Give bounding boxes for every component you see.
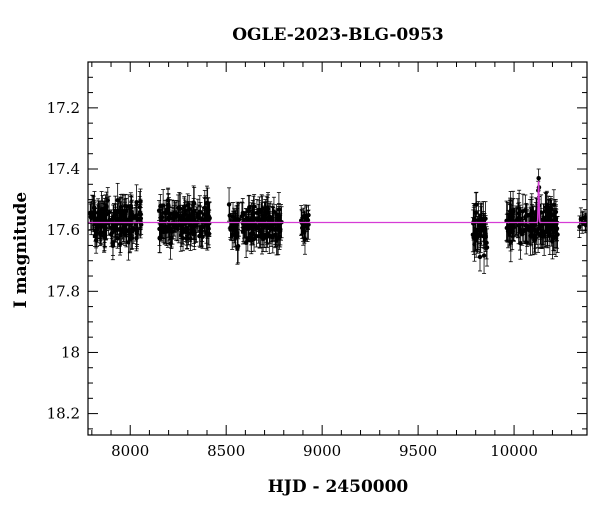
data-point <box>195 204 201 226</box>
data-point <box>273 210 278 248</box>
y-axis-label: I magnitude <box>11 192 31 309</box>
data-point <box>124 204 129 235</box>
data-point <box>524 210 530 247</box>
x-tick-label: 9000 <box>303 442 341 460</box>
model-layer <box>88 181 587 224</box>
data-point <box>194 206 199 243</box>
data-point <box>113 195 118 227</box>
data-point <box>551 218 557 255</box>
data-point <box>101 201 107 229</box>
y-tick-label: 18.2 <box>47 405 80 423</box>
data-point <box>98 200 103 237</box>
data-point <box>158 209 164 239</box>
data-point <box>254 216 259 241</box>
data-point <box>478 206 484 246</box>
y-tick-label: 18 <box>61 343 80 361</box>
data-point <box>110 231 116 261</box>
data-point <box>169 215 174 248</box>
data-point <box>301 214 306 239</box>
x-tick-label: 10000 <box>490 442 538 460</box>
data-point <box>275 212 281 238</box>
data-point <box>577 215 582 239</box>
model-curve-peak <box>536 181 541 224</box>
data-point <box>259 220 265 255</box>
data-point <box>104 197 110 231</box>
data-point <box>88 201 93 224</box>
data-point <box>481 237 487 274</box>
x-tick-label: 8000 <box>111 442 149 460</box>
data-point <box>478 218 483 253</box>
data-point <box>507 199 513 235</box>
y-tick-label: 17.6 <box>47 221 80 239</box>
plot-frame <box>87 61 588 436</box>
y-tick-label: 17.4 <box>47 160 80 178</box>
data-point <box>256 200 262 225</box>
data-point <box>188 226 193 251</box>
data-point <box>475 210 481 250</box>
data-point <box>229 220 235 250</box>
data-point <box>265 194 271 231</box>
data-point <box>175 194 181 222</box>
data-layer <box>88 168 587 274</box>
data-point <box>199 212 205 242</box>
data-point <box>529 212 534 245</box>
data-point <box>206 219 212 249</box>
data-point <box>245 225 250 252</box>
x-tick-label: 9500 <box>399 442 437 460</box>
data-point <box>236 202 242 237</box>
data-point <box>226 187 232 222</box>
x-axis-label: HJD - 2450000 <box>268 477 409 497</box>
data-point <box>92 199 97 226</box>
data-point <box>197 225 202 247</box>
data-point <box>233 215 238 247</box>
y-tick-label: 17.8 <box>47 282 80 300</box>
chart-title: OGLE-2023-BLG-0953 <box>232 25 444 45</box>
model-curve <box>88 183 587 224</box>
data-point <box>163 213 168 244</box>
data-point <box>251 202 256 236</box>
data-point <box>160 189 166 222</box>
data-point <box>484 226 489 260</box>
data-point <box>477 242 483 272</box>
data-point <box>182 196 187 217</box>
y-tick-label: 17.2 <box>47 99 80 117</box>
ticks-layer: 8000 8500 9000 9500 10000 17.2 17.4 17.6 17.8 18 1… <box>47 61 587 460</box>
x-tick-label: 8500 <box>207 442 245 460</box>
data-point <box>172 200 178 233</box>
data-point <box>138 199 143 229</box>
data-point <box>473 192 479 233</box>
data-point <box>179 213 185 244</box>
data-point <box>510 208 516 241</box>
data-point <box>166 193 171 226</box>
data-point <box>532 228 537 253</box>
data-point <box>516 206 521 245</box>
data-point <box>306 204 311 226</box>
